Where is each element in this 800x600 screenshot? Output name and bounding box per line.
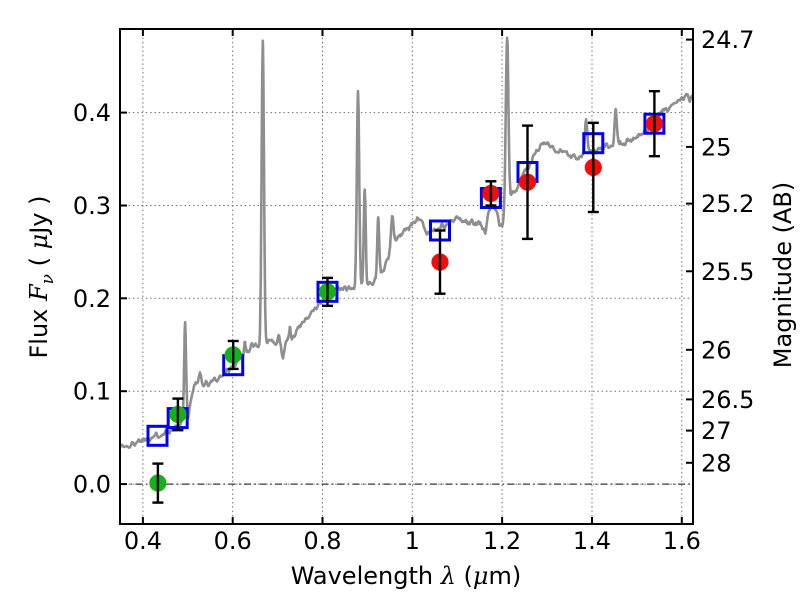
x-tick-label: 1: [405, 527, 420, 555]
error-bars-layer: [152, 89, 660, 504]
mag-tick-label-right: 26.5: [701, 386, 754, 414]
y-tick-label-left: 0.4: [73, 99, 111, 127]
x-tick-label: 0.8: [303, 527, 341, 555]
y-tick-label-left: 0.2: [73, 285, 111, 313]
x-tick-label: 0.4: [124, 527, 162, 555]
x-tick-label: 1.2: [483, 527, 521, 555]
x-tick-label: 1.4: [573, 527, 611, 555]
y-axis-label-left: Flux Fν ( μJy ): [25, 195, 58, 358]
mag-tick-label-right: 27: [701, 417, 732, 445]
data-points-layer: [146, 112, 666, 492]
spectrum-line: [120, 36, 693, 449]
model-photometry-square: [146, 424, 169, 447]
mag-tick-label-right: 25.5: [701, 258, 754, 286]
x-tick-label: 1.6: [663, 527, 701, 555]
labels-layer: 0.4 0.6 0.8 1 1.2 1.4 1.6 0.0 0.1 0.2 0.3 0.4 24.7 25…: [25, 26, 797, 590]
mag-tick-label-right: 25: [701, 133, 732, 161]
grid-layer: [120, 29, 693, 524]
y-tick-label-left: 0.0: [73, 471, 111, 499]
x-tick-label: 0.6: [214, 527, 252, 555]
y-tick-label-left: 0.1: [73, 378, 111, 406]
plot-frame: [119, 28, 694, 525]
y-tick-label-left: 0.3: [73, 192, 111, 220]
mag-tick-label-right: 25.2: [701, 190, 754, 218]
mag-tick-label-right: 26: [701, 336, 732, 364]
x-axis-label: Wavelength λ (μm): [291, 562, 522, 590]
mag-tick-label-right: 24.7: [701, 26, 754, 54]
axes-layer: [119, 28, 694, 525]
y-axis-label-right: Magnitude (AB): [769, 182, 797, 368]
spectrum-layer: [120, 36, 693, 449]
mag-tick-label-right: 28: [701, 449, 732, 477]
